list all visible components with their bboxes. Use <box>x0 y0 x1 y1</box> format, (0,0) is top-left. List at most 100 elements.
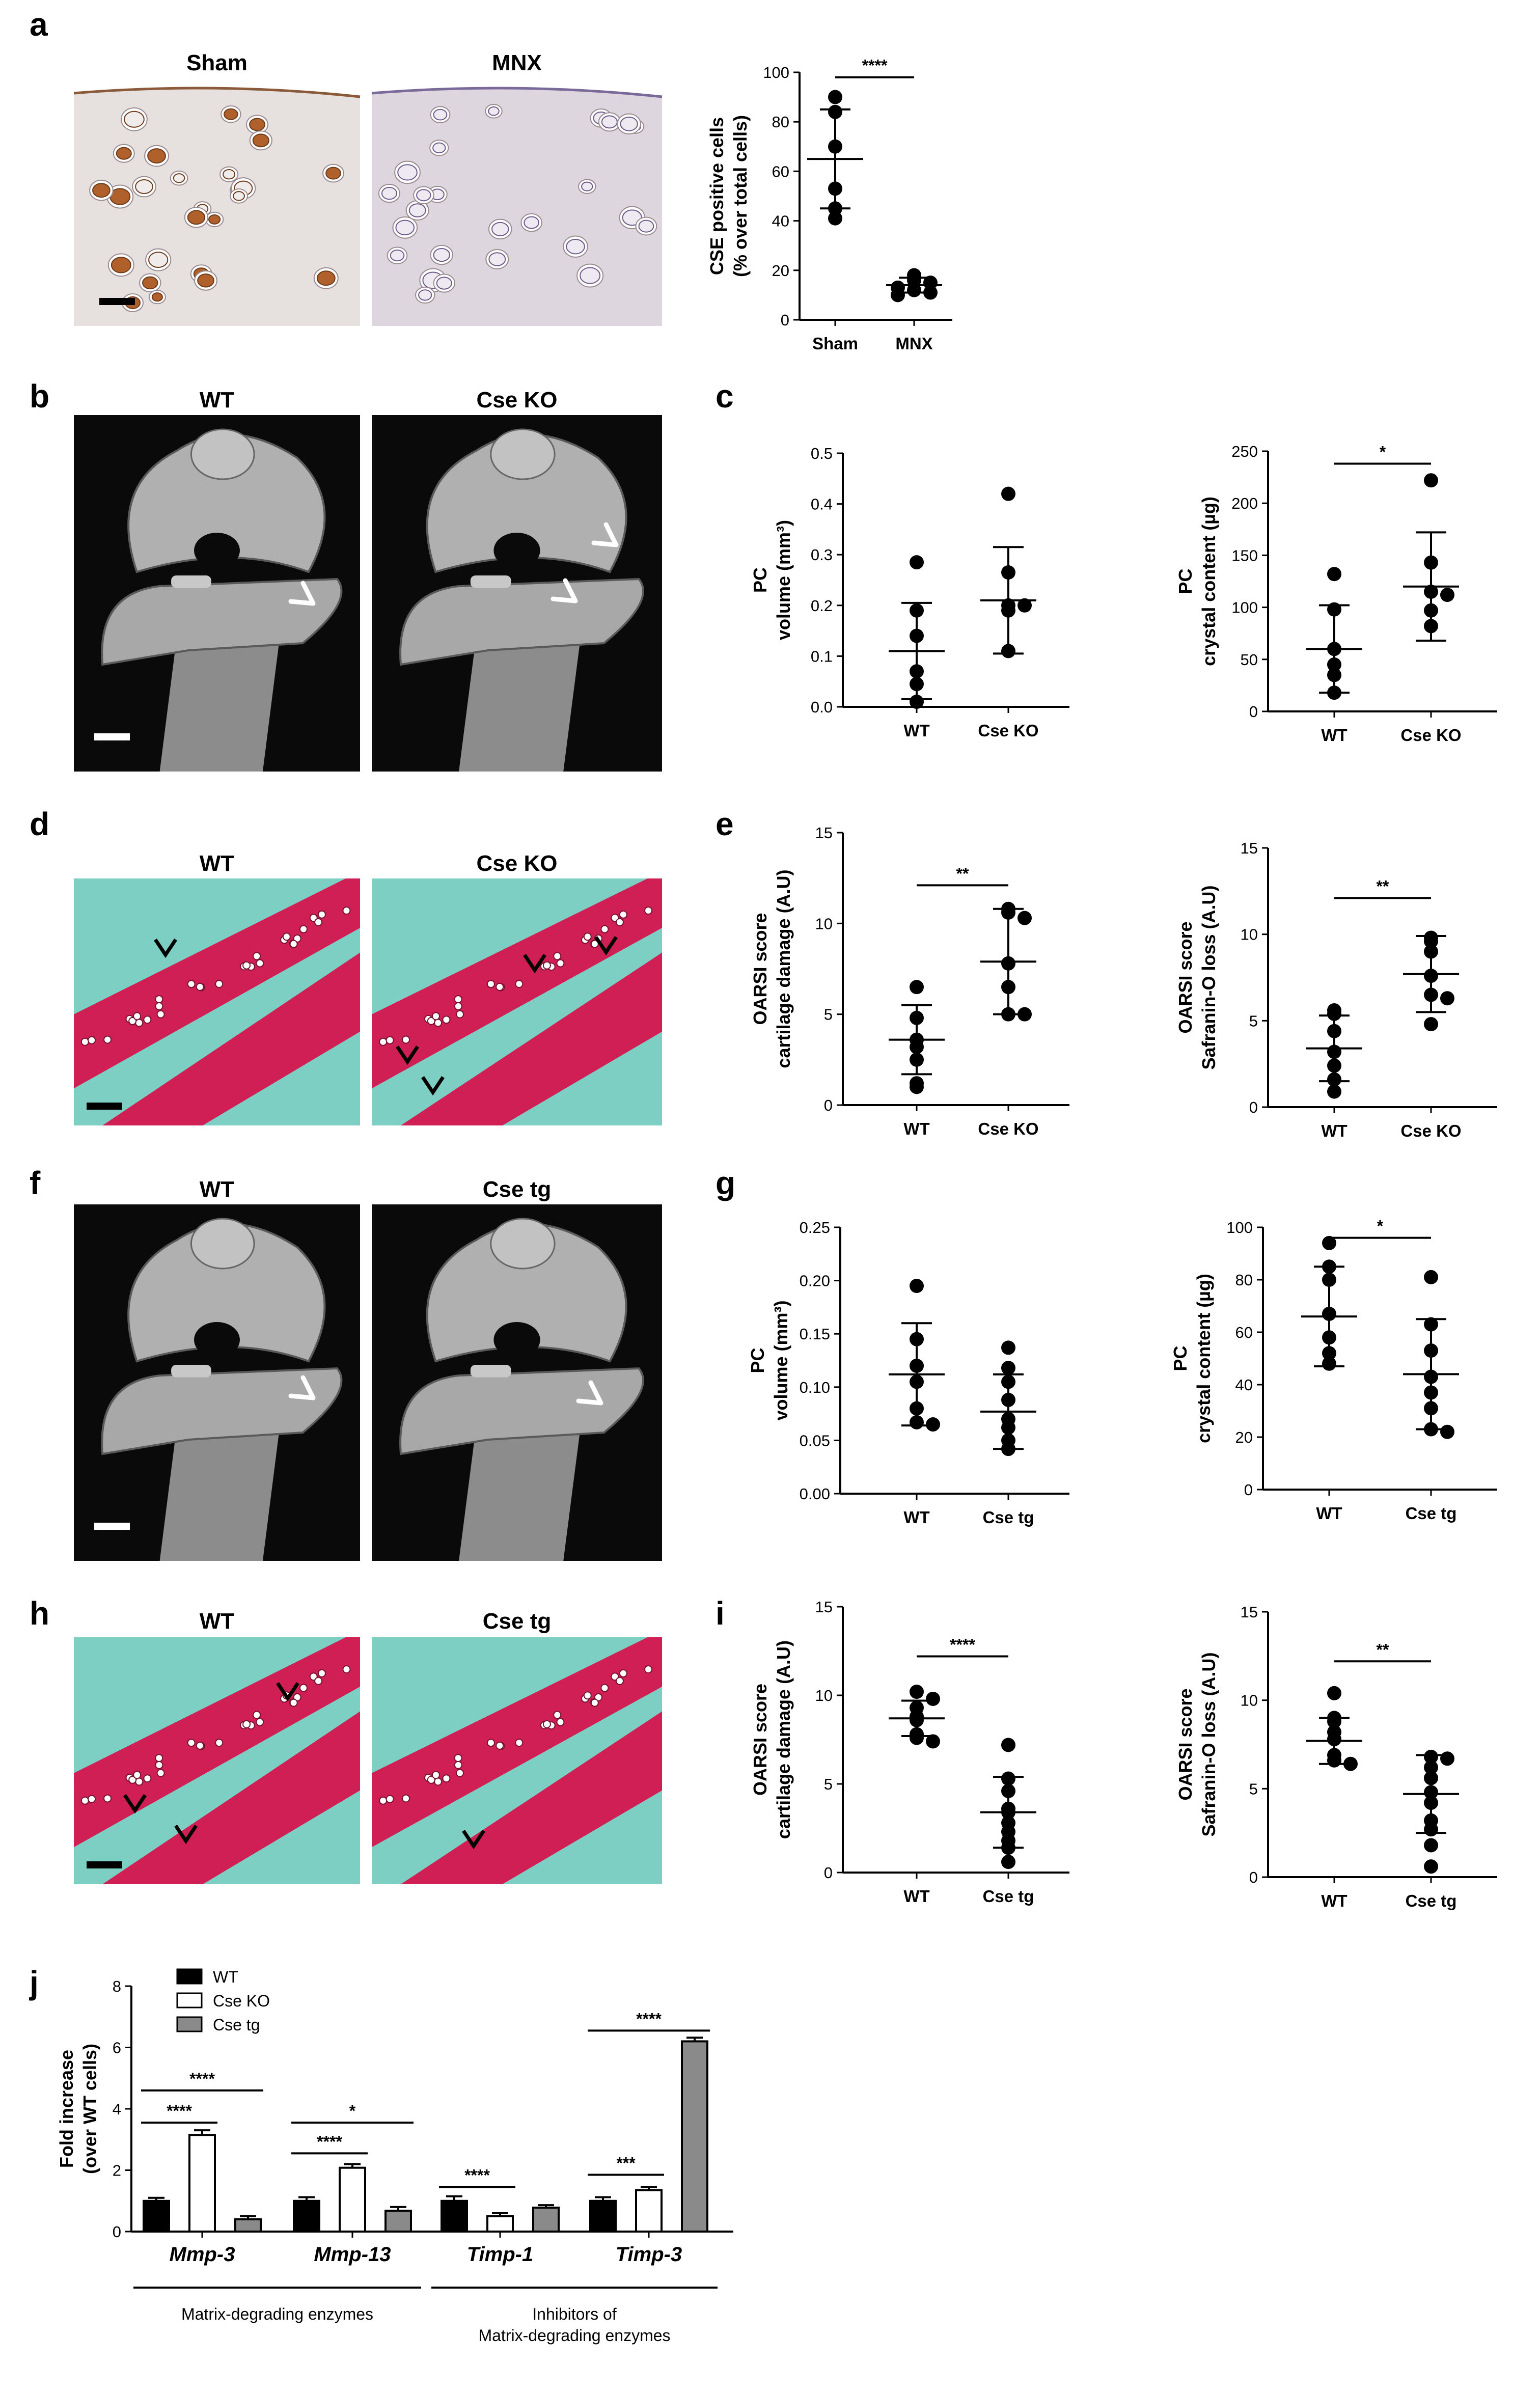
arrow-icon <box>396 1046 419 1065</box>
data-point <box>910 1730 924 1745</box>
chondrocyte <box>418 289 432 301</box>
chondrocyte <box>317 910 326 919</box>
chondrocyte <box>196 1741 204 1750</box>
chondrocyte <box>103 1035 112 1044</box>
arrow-icon <box>276 1682 299 1702</box>
chondrocyte <box>381 186 398 200</box>
x-tick-label: Mmp-13 <box>314 2243 391 2266</box>
x-tick-label: Cse tg <box>1406 1504 1457 1523</box>
chondrocyte <box>289 940 298 948</box>
data-point <box>1424 1838 1438 1853</box>
data-point <box>1343 1756 1358 1771</box>
y-tick-label: 0 <box>1249 703 1258 721</box>
y-tick-label: 50 <box>1241 651 1258 669</box>
significance-label: *** <box>616 2154 636 2172</box>
y-tick-label: 80 <box>772 113 789 131</box>
y-tick-label: 15 <box>1241 1603 1258 1621</box>
significance-label: ** <box>1377 1640 1389 1659</box>
chart-e1: 0 5 10 15 WT Cse KO OARSI score cartilage damag… <box>750 824 1069 1138</box>
legend-label: Cse tg <box>213 2016 260 2034</box>
y-tick-label: 40 <box>772 212 789 230</box>
chondrocyte <box>615 918 624 926</box>
chondrocyte <box>488 106 500 116</box>
panel-label-b: b <box>30 378 49 415</box>
y-tick-label: 100 <box>1226 1219 1253 1236</box>
y-axis-label: CSE positive cells (% over total cells) <box>706 115 751 277</box>
chart-g1: 0.00 0.05 0.10 0.15 0.20 0.25 WT Cse tg PC volume… <box>747 1219 1069 1527</box>
chondrocyte <box>124 111 145 128</box>
chondrocyte <box>416 189 431 202</box>
data-point <box>1424 1270 1438 1284</box>
y-tick-label: 2 <box>113 2162 121 2180</box>
chondrocyte <box>594 1693 602 1701</box>
chondrocyte <box>151 292 163 302</box>
surface-line <box>73 87 361 98</box>
chondrocyte <box>434 1019 443 1027</box>
arrow-icon <box>591 522 619 547</box>
image-panel-h-0: WT <box>74 1609 360 1884</box>
image-title: Cse tg <box>483 1609 551 1634</box>
meniscus <box>171 1365 211 1378</box>
y-axis-label-line: crystal content (µg) <box>1193 1274 1214 1443</box>
data-point <box>1001 1340 1015 1355</box>
chondrocyte <box>317 1669 326 1677</box>
y-tick-label: 80 <box>1235 1271 1253 1289</box>
y-axis-label-line: CSE positive cells <box>706 117 727 275</box>
chondrocyte <box>600 1684 609 1692</box>
chondrocyte <box>314 1676 323 1685</box>
y-tick-label: 6 <box>113 2039 121 2057</box>
data-point <box>910 1080 924 1094</box>
data-point <box>910 555 924 570</box>
y-tick-label: 0 <box>824 1864 833 1882</box>
x-tick-label: Cse tg <box>983 1508 1034 1527</box>
chondrocyte <box>553 952 562 960</box>
femoral-condyle <box>426 433 627 573</box>
meniscus <box>171 575 211 588</box>
chondrocyte <box>408 203 426 217</box>
y-tick-label: 0 <box>1249 1098 1258 1116</box>
bar-cse-ko <box>188 2134 216 2233</box>
y-axis-label-line: Fold increase <box>56 2050 77 2168</box>
data-point <box>910 695 924 709</box>
y-tick-label: 0.05 <box>800 1432 830 1449</box>
chondrocyte <box>148 252 169 268</box>
panel-labels: a b c d e f g h i j <box>29 6 735 2001</box>
image-title: Sham <box>186 50 248 75</box>
group-label: Inhibitors of <box>532 2305 617 2323</box>
data-point <box>1440 1751 1454 1766</box>
data-point <box>1327 567 1341 582</box>
image-title: WT <box>200 1177 235 1202</box>
y-axis-label-line: PC <box>747 1347 768 1373</box>
y-axis-label: OARSI score cartilage damage (A.U) <box>750 1640 794 1839</box>
y-axis-label: PC crystal content (µg) <box>1170 1274 1214 1443</box>
chondrocyte <box>615 1676 624 1685</box>
arrow-icon <box>576 1380 603 1406</box>
arrow-icon <box>174 1825 198 1845</box>
data-point <box>910 980 924 995</box>
chart-a: 0 20 40 60 80 100 Sham MNX CSE positive cells (% … <box>706 57 952 353</box>
y-axis-label: PC volume (mm³) <box>747 1300 791 1420</box>
x-tick-label: Timp-1 <box>467 2243 533 2266</box>
chondrocyte <box>143 1774 152 1783</box>
y-axis-label-line: volume (mm³) <box>773 520 794 640</box>
panel-label-j: j <box>29 1964 39 2001</box>
legend-swatch <box>176 1992 203 2009</box>
x-tick-label: Cse KO <box>1400 1121 1461 1140</box>
arrow-icon <box>288 581 316 606</box>
chondrocyte <box>242 961 251 970</box>
y-tick-label: 5 <box>824 1006 833 1024</box>
significance-label: **** <box>189 2070 215 2088</box>
surface-line <box>371 87 663 98</box>
arrow-icon <box>551 578 578 603</box>
y-tick-label: 0.4 <box>811 496 833 513</box>
chondrocyte <box>299 1684 308 1692</box>
chondrocyte <box>486 980 495 988</box>
group-label: Matrix-degrading enzymes <box>181 2305 373 2323</box>
y-axis-label-line: OARSI score <box>750 913 771 1025</box>
image-panel-h-1: Cse tg <box>372 1609 662 1884</box>
chondrocyte <box>442 1015 451 1024</box>
y-tick-label: 5 <box>1249 1780 1258 1798</box>
scale-bar <box>99 298 135 305</box>
data-point <box>891 288 905 302</box>
